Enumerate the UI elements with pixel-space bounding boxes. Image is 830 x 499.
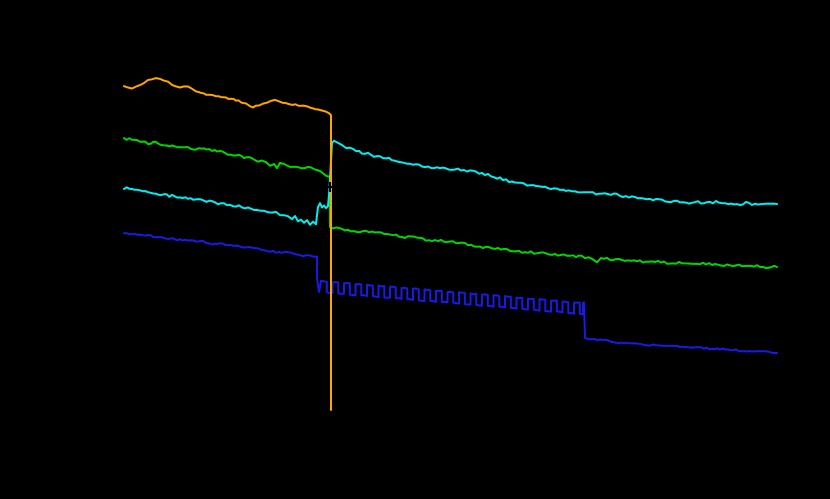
series-green-line: [123, 137, 778, 270]
series-cyan-line: [123, 139, 778, 226]
plus-marker: [325, 182, 335, 192]
series-orange-line: [123, 77, 332, 411]
series-blue-line: [123, 232, 778, 354]
